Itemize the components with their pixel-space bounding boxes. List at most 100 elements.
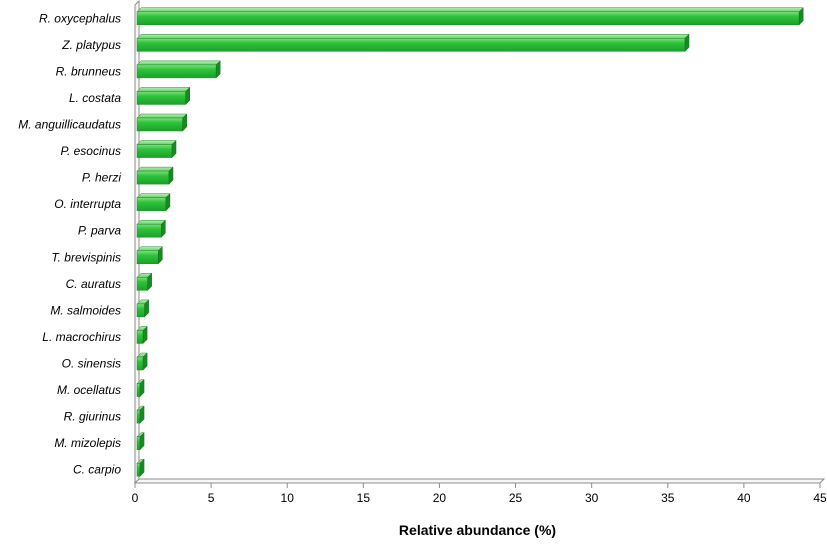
bar-side-face — [215, 60, 221, 79]
x-ticks-group: 0 5 10 15 20 25 30 35 40 45 — [132, 483, 827, 505]
bar-front-face — [136, 462, 141, 477]
x-tick-label: 25 — [509, 491, 523, 505]
bar — [136, 33, 690, 52]
bar — [136, 86, 191, 106]
bar-top-face — [136, 87, 191, 92]
bar-top-face — [136, 219, 166, 225]
bar-side-face — [684, 33, 690, 52]
bar-top-face — [136, 140, 177, 145]
bar-top-face — [136, 113, 188, 119]
category-label: M. salmoides — [50, 303, 121, 317]
category-label: L. costata — [69, 91, 121, 105]
bar — [136, 166, 174, 185]
bar-top-face — [136, 166, 174, 172]
bar-side-face — [165, 193, 171, 212]
bar-front-face — [136, 409, 141, 424]
bar — [136, 139, 177, 159]
bar-front-face — [136, 144, 173, 158]
bar-front-face — [136, 277, 148, 291]
category-label: M. anguillicaudatus — [18, 118, 121, 132]
bar-front-face — [136, 250, 159, 265]
bar — [136, 325, 148, 345]
bar-front-face — [136, 223, 162, 238]
category-label: M. ocellatus — [57, 383, 121, 397]
category-label: L. macrochirus — [42, 330, 121, 344]
x-tick-label: 20 — [433, 491, 447, 505]
bar-side-face — [144, 299, 149, 318]
bar — [136, 405, 145, 424]
bar-side-face — [171, 139, 177, 159]
x-tick-label: 5 — [208, 491, 215, 505]
x-axis-title: Relative abundance (%) — [399, 522, 556, 538]
bar — [136, 7, 804, 26]
category-label: P. parva — [78, 224, 121, 238]
category-label: R. oxycephalus — [39, 11, 121, 25]
bar-front-face — [136, 170, 170, 185]
bar-top-face — [136, 60, 221, 66]
bar-top-face — [136, 193, 171, 198]
x-tick-label: 45 — [813, 491, 827, 505]
x-tick-label: 30 — [585, 491, 599, 505]
category-label: M. mizolepis — [54, 436, 121, 450]
bar — [136, 219, 166, 238]
category-label: T. brevispinis — [51, 250, 121, 264]
bar-front-face — [136, 303, 145, 318]
bar-side-face — [168, 166, 174, 185]
category-label: P. herzi — [82, 171, 121, 185]
bar-front-face — [136, 64, 217, 79]
category-label: Z. platypus — [61, 38, 121, 52]
bar-front-face — [136, 383, 141, 397]
bar — [136, 60, 221, 79]
bar-front-face — [136, 38, 686, 52]
bars-group — [136, 7, 804, 477]
plot-frame — [133, 0, 826, 485]
bar-top-face — [136, 246, 163, 252]
bar-side-face — [161, 219, 166, 238]
bar-front-face — [136, 117, 183, 132]
bar-side-face — [147, 272, 152, 291]
bar-front-face — [136, 91, 186, 105]
bar — [136, 378, 145, 398]
bar — [136, 352, 148, 371]
bar-side-face — [142, 325, 148, 345]
category-label: C. carpio — [73, 463, 121, 477]
category-label: R. brunneus — [56, 64, 121, 78]
x-tick-label: 15 — [357, 491, 371, 505]
bar-top-face — [136, 34, 690, 39]
bar — [136, 458, 145, 477]
bar-side-face — [139, 378, 145, 398]
category-label: O. sinensis — [62, 357, 121, 371]
x-tick-label: 40 — [737, 491, 751, 505]
bar — [136, 432, 145, 451]
category-label: R. giurinus — [64, 410, 121, 424]
bar-front-face — [136, 197, 167, 211]
bar-front-face — [136, 11, 800, 26]
bar-front-face — [136, 330, 144, 344]
category-label: P. esocinus — [61, 144, 122, 158]
x-tick-label: 0 — [132, 491, 139, 505]
category-label: C. auratus — [66, 277, 121, 291]
x-tick-label: 10 — [281, 491, 295, 505]
category-labels-group: R. oxycephalus Z. platypus R. brunneus L. c… — [18, 11, 121, 476]
bar — [136, 246, 163, 265]
bar-side-face — [139, 458, 145, 477]
bar — [136, 299, 150, 318]
bar — [136, 193, 171, 212]
bar-side-face — [139, 432, 145, 451]
bar-side-face — [185, 86, 190, 106]
bar — [136, 272, 153, 291]
bar-front-face — [136, 436, 141, 450]
bar-side-face — [139, 405, 145, 424]
floor — [133, 478, 826, 484]
bar-front-face — [136, 356, 144, 371]
x-tick-label: 35 — [661, 491, 675, 505]
bar-side-face — [142, 352, 148, 371]
bar-side-face — [798, 7, 804, 26]
bar-side-face — [182, 113, 187, 132]
bar — [136, 113, 188, 132]
bar-top-face — [136, 7, 804, 13]
category-label: O. interrupta — [54, 197, 121, 211]
bar-side-face — [158, 246, 163, 265]
